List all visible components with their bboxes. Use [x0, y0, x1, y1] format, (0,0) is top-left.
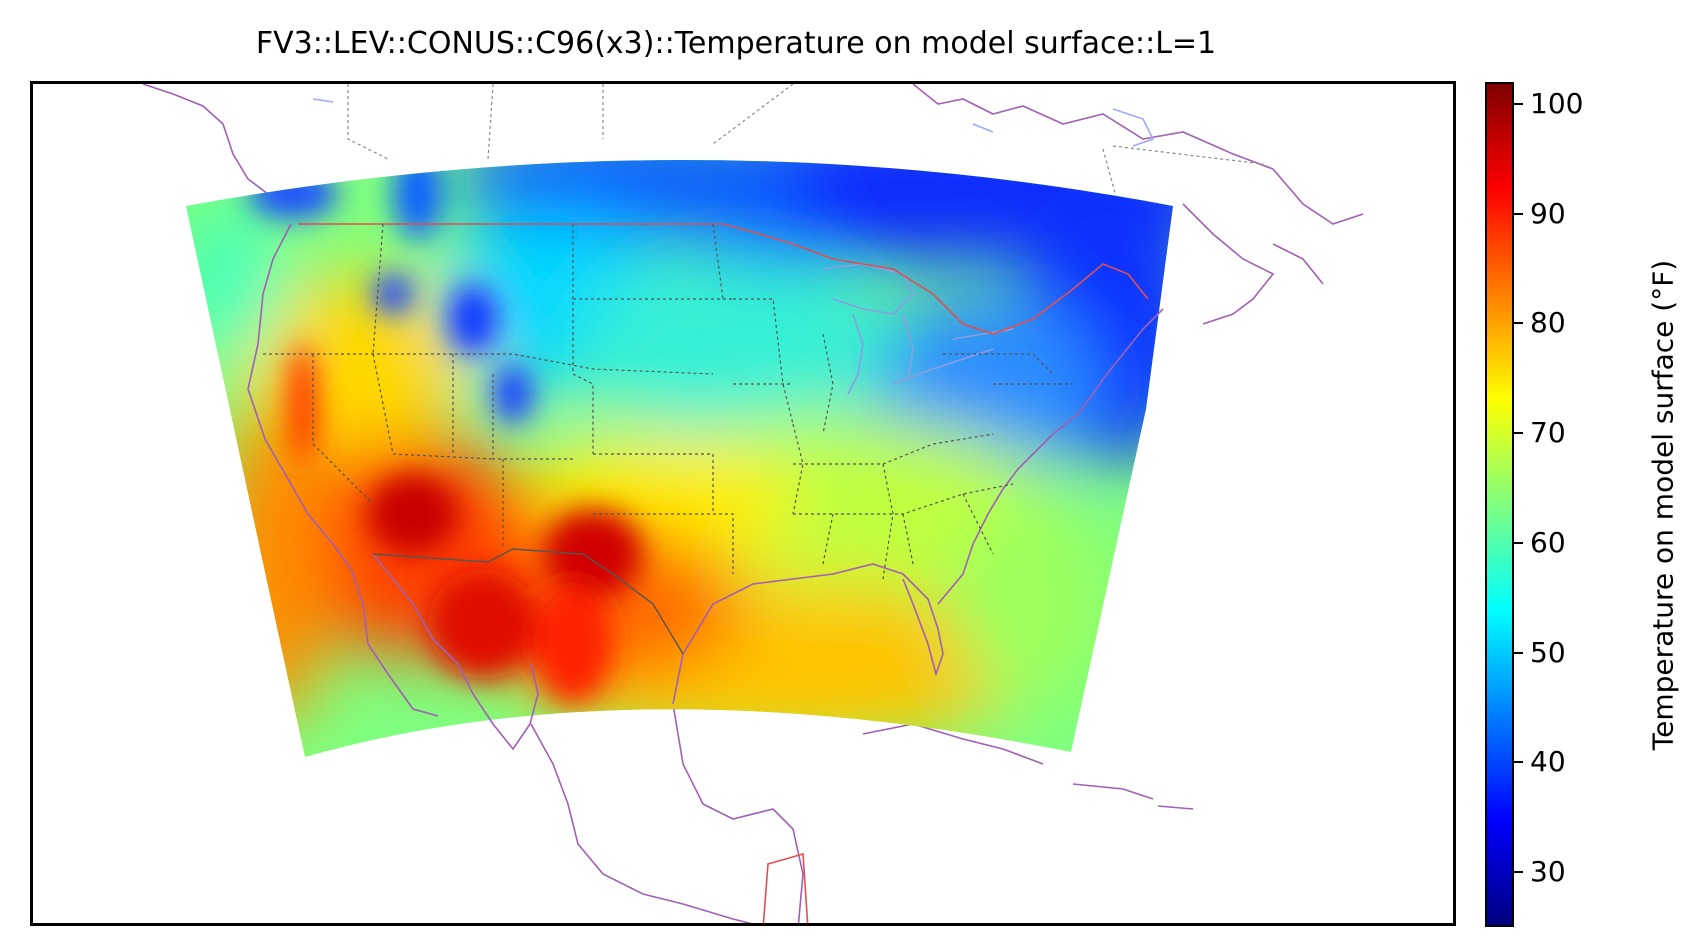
colorbar-tick-label: 100	[1530, 86, 1584, 120]
temperature-field	[186, 160, 1173, 757]
colorbar-tick-mark	[1514, 541, 1523, 544]
colorbar-tick-mark	[1514, 102, 1523, 105]
colorbar-tick-mark	[1514, 871, 1523, 874]
lake-lines	[312, 98, 1155, 147]
temperature-map	[142, 84, 1364, 923]
colorbar-tick-mark	[1514, 212, 1523, 215]
conus-coastline	[247, 223, 1164, 751]
state-borders	[263, 223, 1073, 580]
colorbar-label: Temperature on model surface (°F)	[1646, 259, 1680, 751]
country-borders-outside	[762, 852, 809, 923]
colorbar	[1485, 82, 1514, 927]
province-borders	[347, 84, 1264, 205]
colorbar-tick-label: 50	[1530, 635, 1566, 669]
colorbar-tick-label: 60	[1530, 525, 1566, 559]
colorbar-tick-mark	[1514, 761, 1523, 764]
us-mexico-border	[372, 548, 684, 655]
colorbar-tick-mark	[1514, 432, 1523, 435]
colorbar-tick-label: 90	[1530, 196, 1566, 230]
us-canada-border	[298, 223, 1149, 335]
colorbar-tick-label: 80	[1530, 306, 1566, 340]
colorbar-tick-label: 70	[1530, 416, 1566, 450]
map-panel[interactable]	[30, 81, 1456, 926]
map-title: FV3::LEV::CONUS::C96(x3)::Temperature on…	[255, 26, 1217, 61]
colorbar-tick-label: 40	[1530, 745, 1566, 779]
colorbar-tick-mark	[1514, 322, 1523, 325]
colorbar-tick-label: 30	[1530, 855, 1566, 889]
colorbar-tick-mark	[1514, 651, 1523, 654]
coastline-lines	[142, 84, 1364, 923]
